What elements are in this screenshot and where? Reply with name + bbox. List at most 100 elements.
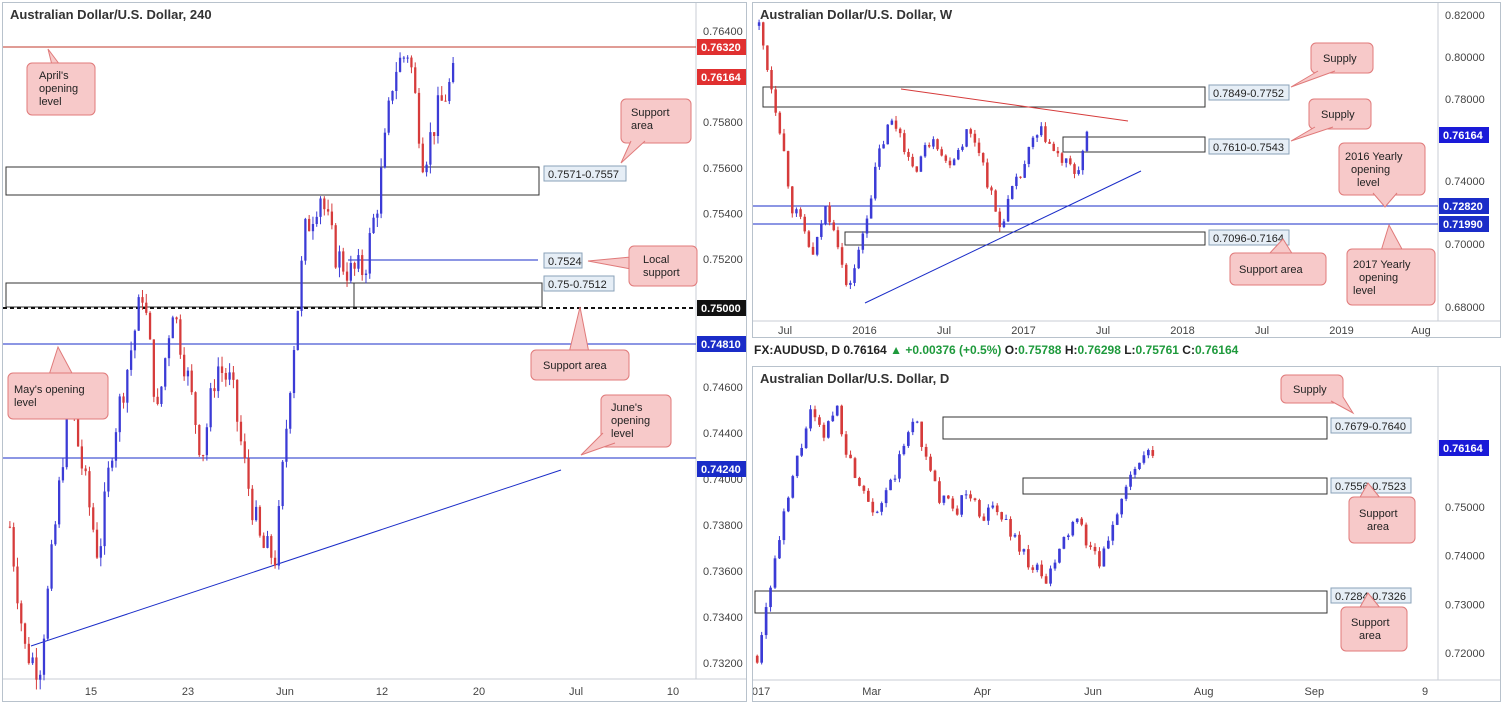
weekly-candle xyxy=(977,142,981,154)
daily-candle xyxy=(1133,468,1137,475)
weekly-callout-2016-opening[interactable]: 2016 Yearly opening level xyxy=(1338,142,1426,208)
open-label: O: xyxy=(1004,343,1019,357)
h4-candle xyxy=(92,507,95,530)
daily-candle xyxy=(1084,524,1088,546)
weekly-candle xyxy=(1056,150,1060,154)
h4-zone-label-1-text: 0.7524 xyxy=(548,256,582,268)
h4-candle xyxy=(406,57,409,59)
h4-candle xyxy=(440,95,443,101)
h4-candle xyxy=(379,167,383,214)
weekly-candle xyxy=(803,216,806,232)
h4-candle xyxy=(372,217,375,234)
daily-candle xyxy=(835,405,839,416)
weekly-candle xyxy=(986,162,989,188)
h4-candle xyxy=(236,379,239,422)
h4-callout-support-top-l1: Support xyxy=(631,107,670,119)
h4-zone-label-2-text: 0.75-0.7512 xyxy=(548,279,607,291)
weekly-candle xyxy=(1023,164,1026,178)
h4-price-tag xyxy=(697,69,746,85)
h4-candle xyxy=(183,354,186,377)
h4-price-tag-text: 0.76164 xyxy=(701,72,742,84)
weekly-x-tick: Jul xyxy=(778,325,792,337)
daily-candle xyxy=(1013,534,1017,537)
weekly-x-tick: 2017 xyxy=(1011,325,1035,337)
h4-candle xyxy=(319,198,322,217)
h4-candle xyxy=(160,386,163,404)
daily-callout-support-lower[interactable]: Support area xyxy=(1340,592,1408,652)
h4-candle xyxy=(54,524,57,545)
h4-y-tick: 0.74600 xyxy=(703,382,743,394)
weekly-callout-2017-opening[interactable]: 2017 Yearly opening level xyxy=(1346,223,1436,306)
h4-x-tick: Jul xyxy=(569,686,583,698)
weekly-candle xyxy=(998,211,1002,228)
daily-chart-panel[interactable]: Australian Dollar/U.S. Dollar, D 0.7679-… xyxy=(752,366,1501,702)
daily-y-tick: 0.72000 xyxy=(1445,648,1485,660)
symbol-label[interactable]: FX:AUDUSD, D xyxy=(754,343,840,357)
daily-callout-support-upper-l1: Support xyxy=(1359,508,1398,520)
h4-candle xyxy=(345,271,349,281)
daily-candle xyxy=(871,501,875,513)
weekly-candle xyxy=(1027,146,1031,165)
h4-candle xyxy=(23,623,27,644)
daily-price-tag xyxy=(1439,440,1489,456)
h4-callout-april-line3: level xyxy=(39,96,62,108)
daily-candle xyxy=(773,558,777,588)
daily-candle xyxy=(947,495,950,499)
weekly-candle xyxy=(1081,150,1085,171)
h4-candle xyxy=(330,211,334,226)
h4-x-tick: Jun xyxy=(276,686,294,698)
h4-candle xyxy=(289,393,292,429)
h4-candle xyxy=(95,529,99,558)
weekly-callout-supply-top[interactable]: Supply xyxy=(1290,42,1374,88)
h4-chart-canvas[interactable]: 0.7571-0.7557 0.7524 0.75-0.7512 April's… xyxy=(3,3,747,702)
daily-candle xyxy=(1147,450,1150,456)
h4-x-tick: 12 xyxy=(376,686,388,698)
h4-chart-panel[interactable]: Australian Dollar/U.S. Dollar, 240 0.757… xyxy=(2,2,747,702)
h4-y-tick: 0.73600 xyxy=(703,566,743,578)
weekly-chart-panel[interactable]: Australian Dollar/U.S. Dollar, W 0.7849-… xyxy=(752,2,1501,338)
daily-candle xyxy=(964,494,968,496)
h4-candle xyxy=(285,428,288,462)
h4-callout-april[interactable]: April's opening level xyxy=(26,48,96,116)
h4-callout-june[interactable]: June's opening level xyxy=(580,394,672,456)
h4-callout-local-support[interactable]: Local support xyxy=(587,245,698,287)
daily-price-tag-text: 0.76164 xyxy=(1443,443,1484,455)
daily-candle xyxy=(1124,486,1128,499)
h4-callout-may[interactable]: May's opening level xyxy=(7,345,109,420)
daily-callout-support-upper[interactable]: Support area xyxy=(1348,482,1416,544)
h4-callout-support-area-bottom[interactable]: Support area xyxy=(530,306,630,381)
h4-candle xyxy=(194,392,197,425)
h4-candle xyxy=(304,218,307,261)
daily-y-tick: 0.75000 xyxy=(1445,502,1485,514)
h4-candle xyxy=(395,71,398,91)
daily-candle xyxy=(951,498,955,509)
weekly-candle xyxy=(973,133,977,143)
h4-x-tick: 15 xyxy=(85,686,97,698)
daily-chart-canvas[interactable]: 0.7679-0.7640 0.7556-0.7523 0.7284-0.732… xyxy=(753,367,1501,702)
h4-candle xyxy=(198,424,201,456)
weekly-callout-supply-lower[interactable]: Supply xyxy=(1290,98,1372,142)
h4-candle xyxy=(80,446,84,469)
h4-candle xyxy=(118,396,121,433)
weekly-x-tick: Jul xyxy=(1255,325,1269,337)
daily-candle xyxy=(858,477,861,486)
daily-candle xyxy=(1142,455,1146,463)
daily-callout-supply[interactable]: Supply xyxy=(1280,374,1355,415)
h4-y-tick: 0.73400 xyxy=(703,612,743,624)
h4-candle xyxy=(122,396,125,403)
weekly-supply-zone-lower xyxy=(1062,136,1206,153)
h4-candle xyxy=(247,458,250,489)
daily-candle xyxy=(1049,568,1052,584)
h4-callout-support-area-top[interactable]: Support area xyxy=(620,98,692,164)
daily-candle xyxy=(1040,564,1043,577)
weekly-chart-canvas[interactable]: 0.7849-0.7752 0.7610-0.7543 0.7096-0.716… xyxy=(753,3,1501,338)
h4-y-tick: 0.74400 xyxy=(703,428,743,440)
daily-candle xyxy=(1062,537,1066,549)
weekly-x-tick: 2018 xyxy=(1170,325,1194,337)
weekly-callout-support-area[interactable]: Support area xyxy=(1229,238,1327,286)
h4-candle xyxy=(273,557,277,566)
weekly-candle xyxy=(898,128,902,134)
weekly-candle xyxy=(886,124,889,145)
weekly-zone-label-2-text: 0.7096-0.7164 xyxy=(1213,233,1284,245)
daily-candle xyxy=(791,476,795,498)
